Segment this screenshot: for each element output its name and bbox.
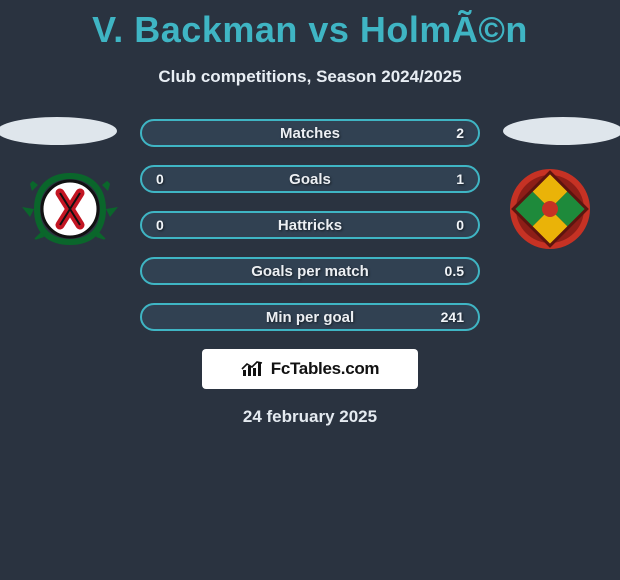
stat-right-value: 1	[434, 171, 464, 187]
stat-right-value: 0.5	[434, 263, 464, 279]
player-right-ellipse	[503, 117, 620, 145]
comparison-body: Matches 2 0 Goals 1 0 Hattricks 0 Goals …	[0, 117, 620, 427]
stat-row: Min per goal 241	[140, 303, 480, 331]
stat-right-value: 2	[434, 125, 464, 141]
stat-row: Matches 2	[140, 119, 480, 147]
stat-label: Goals	[186, 171, 434, 188]
stat-left-value: 0	[156, 171, 186, 187]
stat-row: 0 Goals 1	[140, 165, 480, 193]
page-title: V. Backman vs HolmÃ©n	[0, 5, 620, 55]
date-text: 24 february 2025	[0, 407, 620, 427]
stat-row: 0 Hattricks 0	[140, 211, 480, 239]
club-badge-right	[500, 167, 600, 251]
stats-list: Matches 2 0 Goals 1 0 Hattricks 0 Goals …	[140, 117, 480, 331]
stat-right-value: 0	[434, 217, 464, 233]
comparison-card: V. Backman vs HolmÃ©n Club competitions,…	[0, 0, 620, 427]
stat-label: Matches	[186, 125, 434, 142]
page-subtitle: Club competitions, Season 2024/2025	[0, 67, 620, 87]
club-badge-left	[20, 167, 120, 251]
brand-chart-icon	[241, 360, 263, 378]
stat-label: Hattricks	[186, 217, 434, 234]
stat-label: Min per goal	[186, 309, 434, 326]
stat-label: Goals per match	[186, 263, 434, 280]
stat-row: Goals per match 0.5	[140, 257, 480, 285]
stat-right-value: 241	[434, 309, 464, 325]
brand-text: FcTables.com	[271, 359, 380, 379]
player-left-ellipse	[0, 117, 117, 145]
stat-left-value: 0	[156, 217, 186, 233]
brand-box: FcTables.com	[202, 349, 418, 389]
